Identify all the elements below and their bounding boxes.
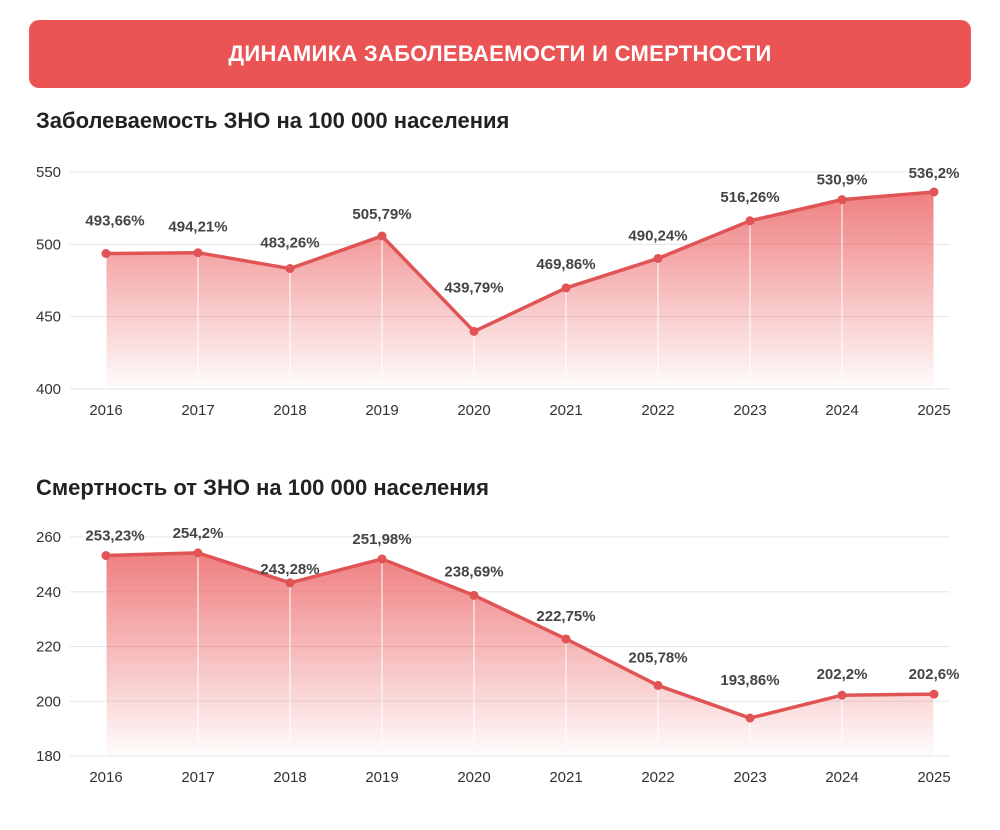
series-line (104, 190, 936, 334)
data-label: 243,28% (260, 561, 319, 578)
y-tick-label: 400 (36, 381, 61, 398)
y-tick-label: 180 (36, 748, 61, 765)
data-label: 202,2% (817, 666, 868, 683)
data-point (193, 248, 203, 258)
x-tick-label: 2021 (549, 402, 582, 419)
data-point (837, 690, 847, 700)
data-point (377, 554, 387, 564)
data-point (469, 326, 479, 336)
y-tick-label: 500 (36, 236, 61, 253)
data-label: 193,86% (720, 672, 779, 689)
series-line (104, 551, 936, 720)
incidence-chart: 400 450 500 550 493,66% 2016 494,21% 2017 483,26… (36, 164, 960, 419)
data-point (101, 249, 111, 259)
y-tick-label: 220 (36, 639, 61, 656)
x-tick-label: 2025 (917, 402, 950, 419)
y-tick-label: 450 (36, 309, 61, 326)
area-fill (106, 552, 934, 756)
data-label: 494,21% (168, 219, 227, 236)
data-label: 483,26% (260, 235, 319, 252)
data-point (653, 680, 663, 690)
x-tick-label: 2021 (549, 769, 582, 786)
mortality-chart-title: Смертность от ЗНО на 100 000 населения (36, 475, 489, 500)
x-tick-label: 2020 (457, 402, 490, 419)
data-point (561, 634, 571, 644)
data-label: 530,9% (817, 172, 868, 189)
data-label: 254,2% (173, 525, 224, 542)
data-point (837, 195, 847, 205)
data-label: 490,24% (628, 227, 687, 244)
data-label: 202,6% (909, 666, 960, 683)
data-point (285, 578, 295, 588)
header-banner: ДИНАМИКА ЗАБОЛЕВАЕМОСТИ И СМЕРТНОСТИ (29, 20, 971, 88)
incidence-chart-title: Заболеваемость ЗНО на 100 000 населения (36, 108, 510, 133)
x-tick-label: 2023 (733, 769, 766, 786)
data-label: 536,2% (909, 165, 960, 182)
data-point (561, 283, 571, 293)
page-title: ДИНАМИКА ЗАБОЛЕВАЕМОСТИ И СМЕРТНОСТИ (228, 41, 772, 66)
y-tick-label: 200 (36, 693, 61, 710)
data-label: 253,23% (85, 528, 144, 545)
x-tick-label: 2019 (365, 769, 398, 786)
x-tick-label: 2017 (181, 402, 214, 419)
data-point (377, 231, 387, 241)
data-point (653, 253, 663, 263)
data-label: 469,86% (536, 256, 595, 273)
x-tick-label: 2023 (733, 402, 766, 419)
data-label: 238,69% (444, 563, 503, 580)
x-tick-label: 2022 (641, 769, 674, 786)
area-fill (106, 191, 934, 389)
y-tick-label: 240 (36, 584, 61, 601)
data-point (469, 590, 479, 600)
x-tick-label: 2024 (825, 769, 858, 786)
data-point (285, 264, 295, 274)
data-label: 251,98% (352, 531, 411, 548)
data-point (745, 713, 755, 723)
mortality-chart: 180 200 220 240 260 253,23% 2016 254,2% 2017 243,… (36, 525, 960, 786)
data-point (101, 551, 111, 561)
data-label: 516,26% (720, 189, 779, 206)
y-tick-label: 260 (36, 529, 61, 546)
x-tick-label: 2018 (273, 402, 306, 419)
x-tick-label: 2025 (917, 769, 950, 786)
x-tick-label: 2022 (641, 402, 674, 419)
x-tick-label: 2018 (273, 769, 306, 786)
data-label: 439,79% (444, 279, 503, 296)
x-tick-label: 2016 (89, 769, 122, 786)
x-tick-label: 2020 (457, 769, 490, 786)
data-label: 493,66% (85, 213, 144, 230)
data-label: 505,79% (352, 206, 411, 223)
data-point (929, 187, 939, 197)
x-tick-label: 2019 (365, 402, 398, 419)
data-point (929, 689, 939, 699)
data-label: 222,75% (536, 608, 595, 625)
data-point (745, 216, 755, 226)
x-tick-label: 2016 (89, 402, 122, 419)
x-tick-label: 2017 (181, 769, 214, 786)
x-tick-label: 2024 (825, 402, 858, 419)
data-label: 205,78% (628, 649, 687, 666)
data-point (193, 548, 203, 558)
y-tick-label: 550 (36, 164, 61, 181)
